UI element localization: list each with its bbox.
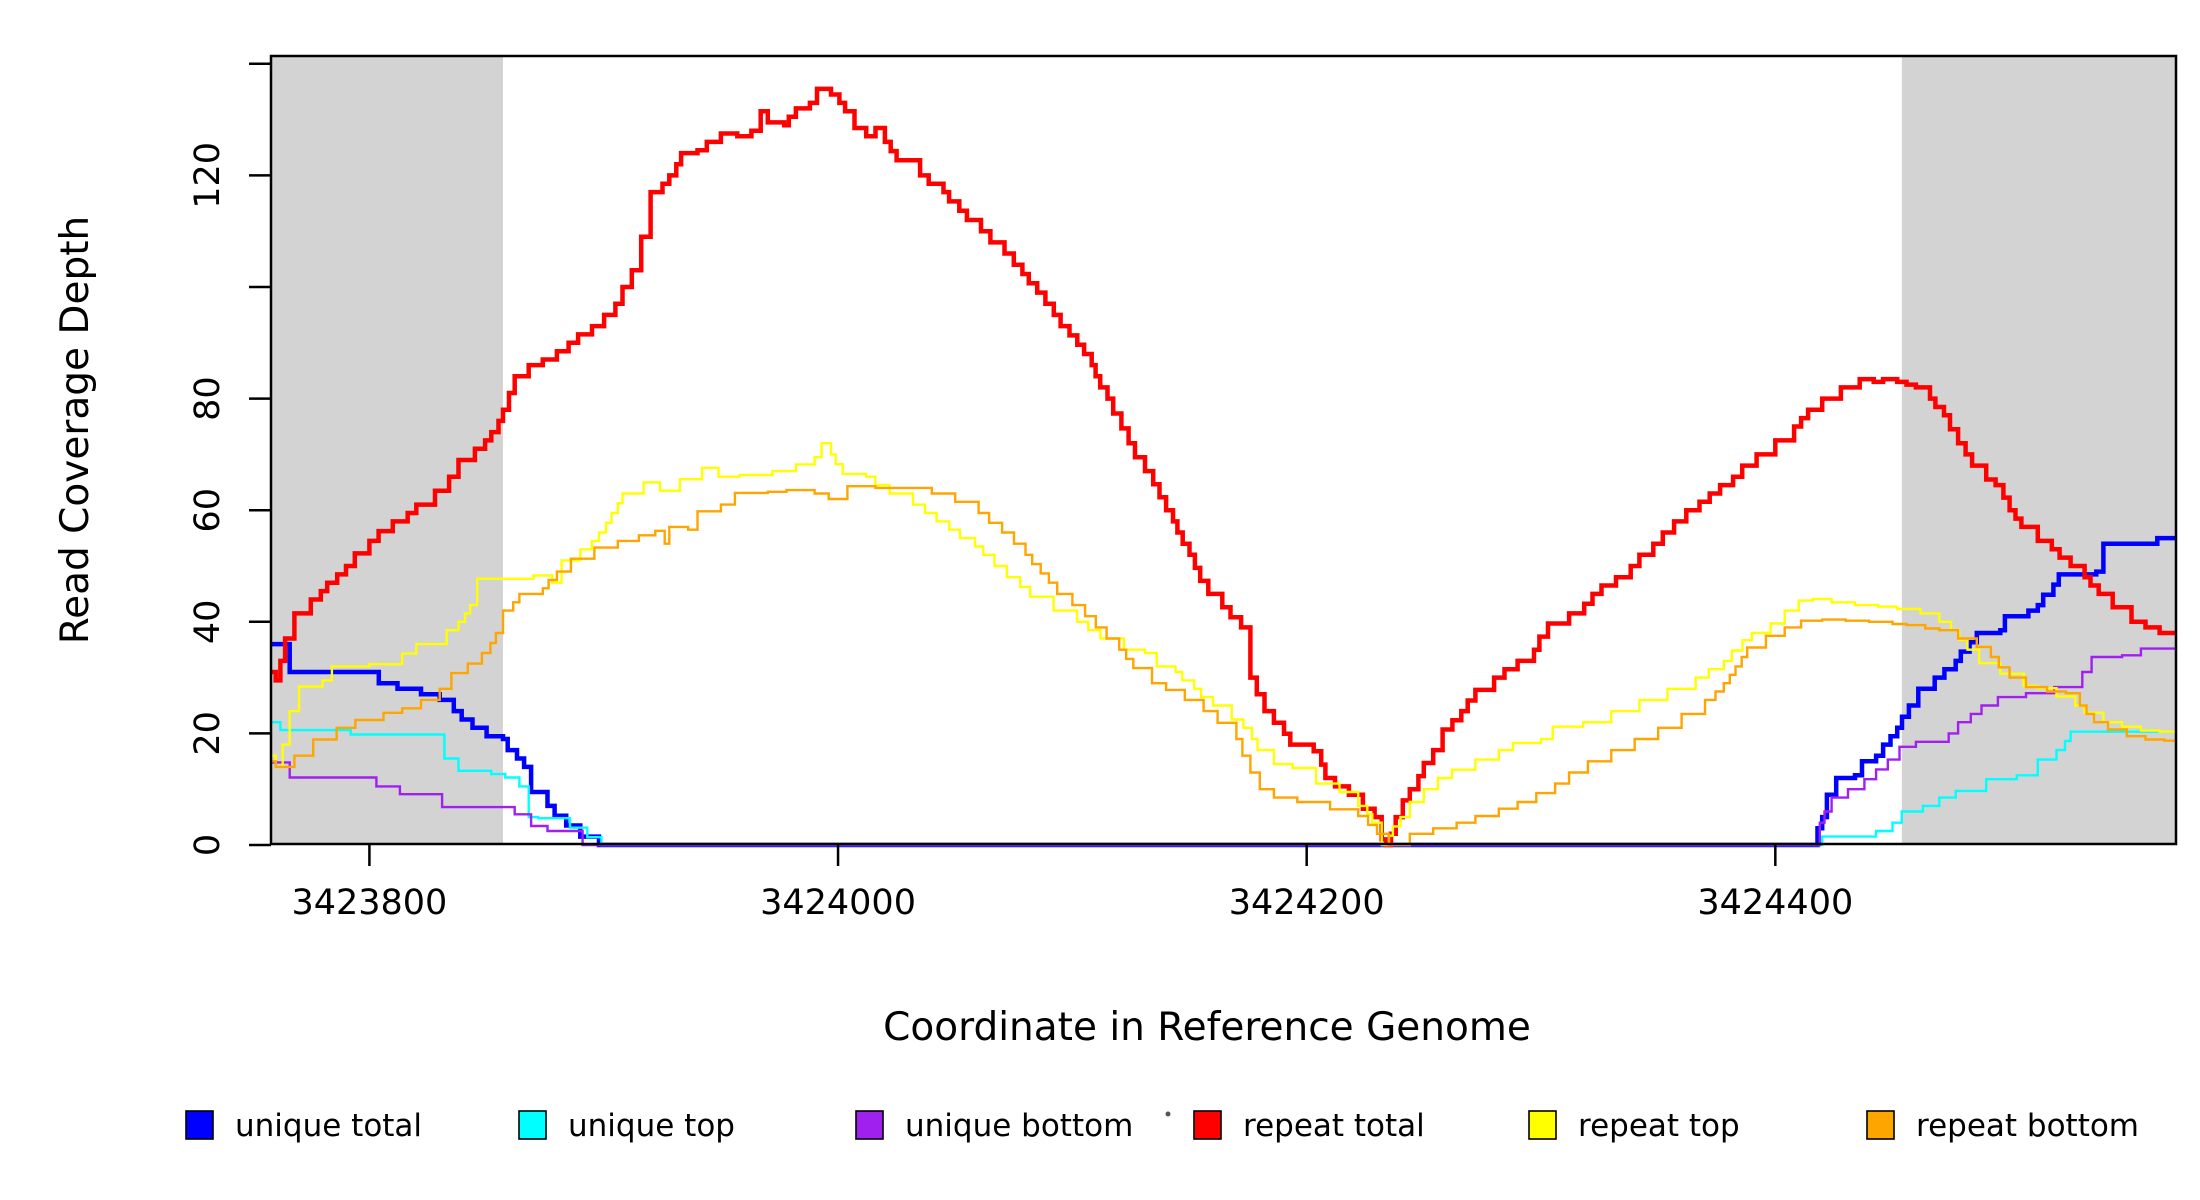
legend-swatch-unique-total [185, 1110, 214, 1140]
y-tick-label: 120 [188, 142, 228, 209]
legend: unique total unique top unique bottom repea… [185, 1108, 2139, 1144]
x-tick-label: 3423800 [291, 883, 447, 923]
legend-label-unique-bottom: unique bottom [905, 1108, 1133, 1144]
legend-label-unique-top: unique top [568, 1108, 735, 1144]
series-line-repeat-bottom [271, 485, 2176, 847]
series-layer [271, 86, 2178, 848]
x-tick-label: 3424400 [1697, 883, 1853, 923]
legend-label-repeat-bottom: repeat bottom [1916, 1108, 2139, 1144]
series-line-unique-total [271, 535, 2176, 848]
x-axis-title: Coordinate in Reference Genome [883, 1005, 1531, 1050]
axes-layer: 3423800 3424000 3424200 3424400 0 20 40 60 80 120 [188, 62, 1853, 923]
legend-swatch-unique-top [518, 1110, 547, 1140]
y-tick-label: 20 [188, 711, 228, 756]
shaded-regions-layer [271, 56, 2176, 844]
stray-dot-mark [1165, 1111, 1171, 1117]
legend-label-unique-total: unique total [235, 1108, 422, 1144]
legend-swatch-repeat-bottom [1866, 1110, 1895, 1140]
x-tick-label: 3424000 [760, 883, 916, 923]
series-line-repeat-total [271, 86, 2176, 848]
y-tick-label: 0 [188, 834, 228, 856]
legend-label-repeat-total: repeat total [1243, 1108, 1425, 1144]
legend-swatch-repeat-top [1528, 1110, 1557, 1140]
legend-swatch-unique-bottom [855, 1110, 884, 1140]
plot-border [269, 54, 2178, 846]
y-tick-label: 40 [188, 600, 228, 645]
legend-swatch-repeat-total [1193, 1110, 1222, 1140]
y-tick-label: 80 [188, 376, 228, 421]
legend-label-repeat-top: repeat top [1578, 1108, 1740, 1144]
x-tick-label: 3424200 [1229, 883, 1385, 923]
series-line-repeat-top [271, 442, 2176, 847]
shaded-region [271, 56, 503, 844]
shaded-region [1901, 56, 2176, 844]
y-axis-title: Read Coverage Depth [53, 216, 98, 644]
y-tick-label: 60 [188, 488, 228, 533]
